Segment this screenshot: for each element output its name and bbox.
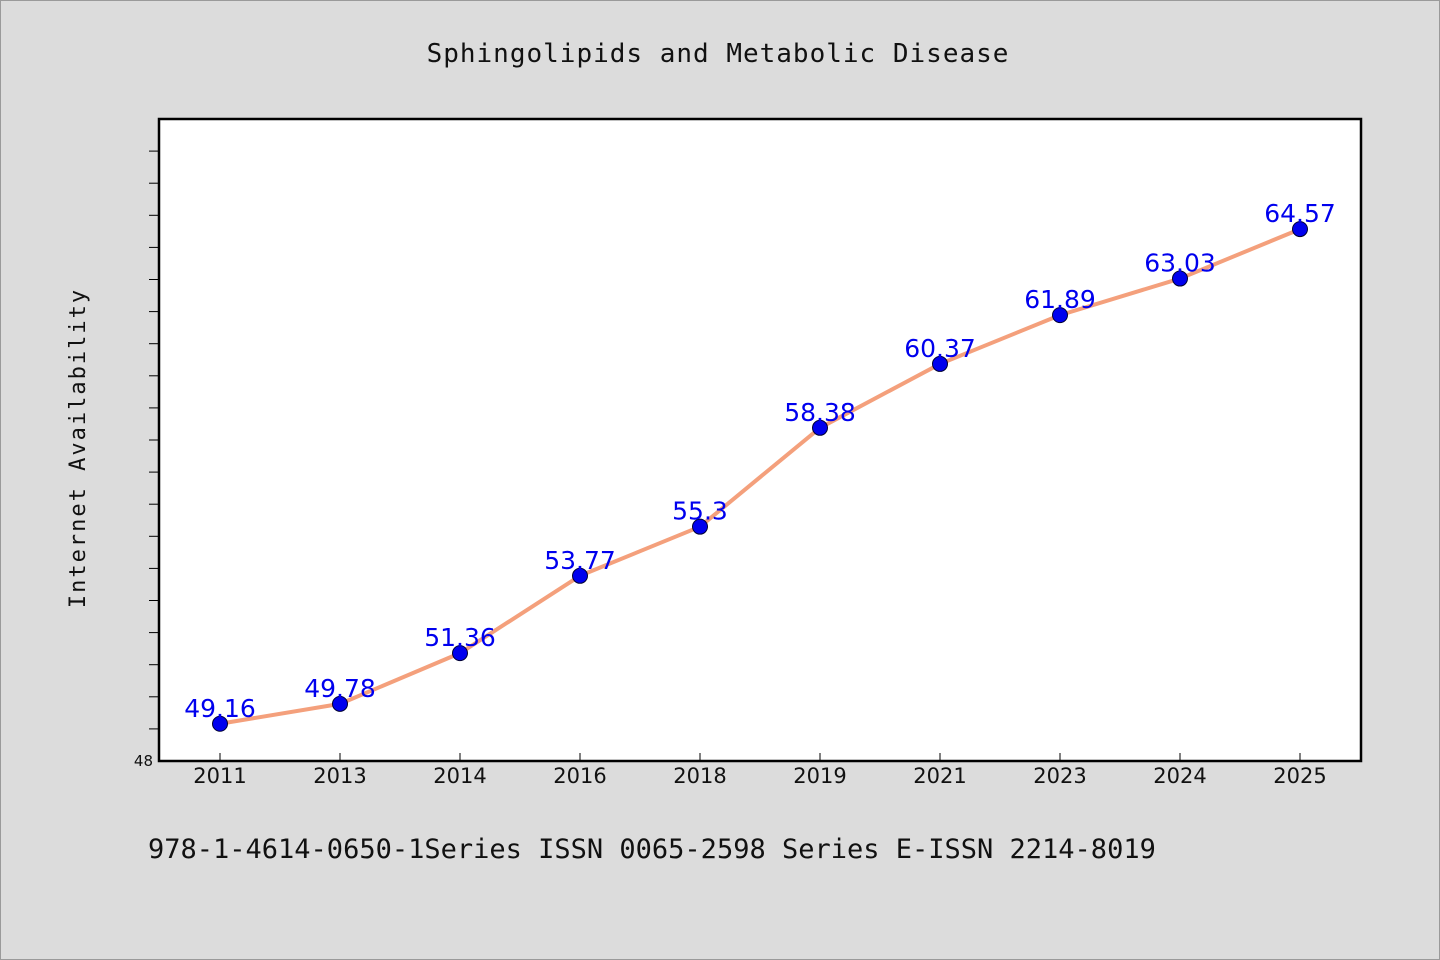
series-line [218,227,1302,726]
data-point [1292,221,1308,238]
data-point [212,715,228,732]
data-label: 60.37 [904,334,976,363]
data-label: 49.16 [184,694,256,723]
x-tick-label: 2023 [1033,764,1086,788]
series-layer [212,221,1308,732]
data-label: 49.78 [304,674,376,703]
x-tick-label: 2021 [913,764,966,788]
data-point [692,518,708,535]
data-point [332,695,348,712]
data-label: 51.36 [424,623,496,652]
x-tick-label: 2025 [1273,764,1326,788]
data-point [572,567,588,584]
data-label: 53.77 [544,546,616,575]
x-tick-label: 2024 [1153,764,1206,788]
data-point [452,645,468,662]
y-axis-label: Internet Availability [66,288,91,608]
data-label: 64.57 [1264,199,1336,228]
x-tick-label: 2018 [673,764,726,788]
x-tick-label: 2019 [793,764,846,788]
data-point [1052,307,1068,324]
labels-layer: 49.16 49.78 51.36 53.77 55.3 58.38 60.37 61.89 6… [184,199,1336,723]
data-label: 63.03 [1144,249,1216,278]
data-label: 58.38 [784,398,856,427]
data-label: 61.89 [1024,285,1096,314]
x-tick-label: 2011 [193,764,246,788]
y-tick-label: 48 [134,752,153,770]
axis-ticks: 48 2011 2013 2014 2016 2018 2019 2021 2023 2024 20… [134,150,1327,788]
x-tick-label: 2014 [433,764,486,788]
data-label: 55.3 [672,497,728,526]
data-point [812,419,828,436]
x-tick-label: 2013 [313,764,366,788]
data-point [1172,270,1188,287]
chart-title: Sphingolipids and Metabolic Disease [427,39,1010,69]
x-tick-label: 2016 [553,764,606,788]
plot-area [157,117,1363,763]
data-point [932,355,948,372]
footer-isbn-text: 978-1-4614-0650-1Series ISSN 0065-2598 S… [148,834,1156,865]
